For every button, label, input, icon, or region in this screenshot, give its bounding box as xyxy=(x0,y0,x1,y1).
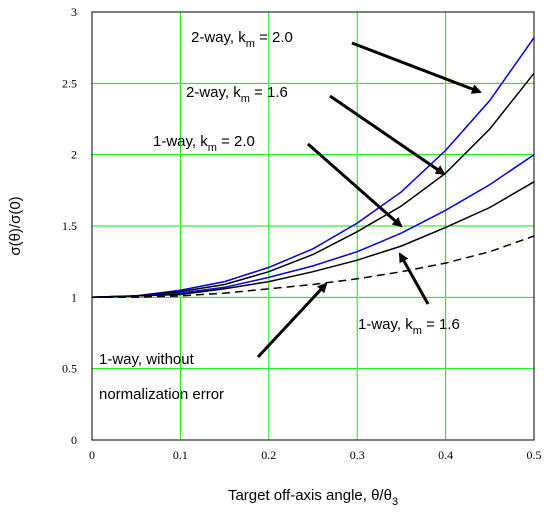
y-tick-label: 1 xyxy=(71,290,77,304)
grid xyxy=(91,11,535,441)
series-line-4 xyxy=(91,181,535,299)
arrow-1way-no-norm xyxy=(256,282,328,359)
y-axis-label: σ(θ)/σ(0) xyxy=(7,196,24,255)
arrow-2way-km20 xyxy=(351,41,482,94)
annotation-1way-km20: 1-way, km = 2.0 xyxy=(153,133,255,154)
annotation-no-norm-line2: normalization error xyxy=(99,386,224,403)
series-line-5 xyxy=(92,235,535,299)
arrow-2way-km16 xyxy=(329,94,446,176)
y-tick-label: 3 xyxy=(71,5,77,19)
arrow-1way-km20 xyxy=(307,142,403,228)
x-tick-label: 0.3 xyxy=(350,448,365,462)
y-tick-label: 0 xyxy=(71,433,77,447)
plot-frame xyxy=(91,11,535,441)
y-tick-label: 2.5 xyxy=(62,76,77,90)
series-line-2 xyxy=(91,72,535,299)
y-tick-label: 2 xyxy=(71,148,77,162)
x-tick-label: 0.5 xyxy=(527,448,542,462)
series-line-3 xyxy=(91,154,535,299)
x-tick-label: 0.1 xyxy=(173,448,188,462)
y-tick-label: 0.5 xyxy=(62,362,77,376)
annotation-2way-km20: 2-way, km = 2.0 xyxy=(191,29,293,50)
annotation-no-norm-line1: 1-way, without xyxy=(99,351,195,368)
arrow-1way-km16 xyxy=(398,252,430,305)
x-axis-label: Target off-axis angle, θ/θ3 xyxy=(228,487,398,508)
x-tick-label: 0.4 xyxy=(438,448,453,462)
series-line-1 xyxy=(91,37,535,299)
x-tick-label: 0 xyxy=(89,448,95,462)
series-lines xyxy=(91,37,535,299)
annotation-1way-km16: 1-way, km = 1.6 xyxy=(358,316,460,337)
x-tick-label: 0.2 xyxy=(261,448,276,462)
annotation-2way-km16: 2-way, km = 1.6 xyxy=(186,84,288,105)
y-tick-label: 1.5 xyxy=(62,219,77,233)
tick-labels: 0 0.1 0.2 0.3 0.4 0.5 0 0.5 1 1.5 2 2.5 3 xyxy=(62,5,542,462)
